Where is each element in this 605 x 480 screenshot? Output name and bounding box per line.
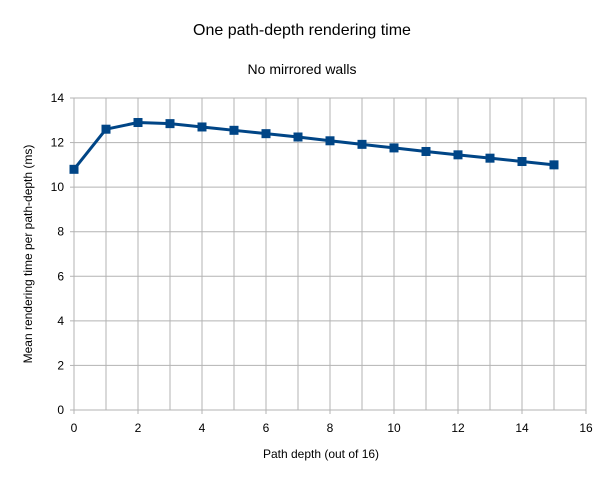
data-point-marker [293, 132, 303, 142]
x-axis-ticks: 0 2 4 6 8 10 12 14 16 [71, 410, 593, 435]
x-axis-label: Path depth (out of 16) [263, 447, 379, 461]
data-point-marker [165, 119, 175, 129]
y-tick-label: 14 [51, 91, 65, 105]
y-axis-label: Mean rendering time per path-depth (ms) [21, 145, 35, 364]
y-tick-label: 10 [51, 180, 65, 194]
data-point-marker [69, 164, 79, 174]
y-tick-label: 8 [57, 225, 64, 239]
x-tick-label: 8 [327, 421, 334, 435]
data-point-marker [325, 136, 335, 146]
chart-title: One path-depth rendering time [193, 22, 411, 39]
data-point-marker [229, 125, 239, 135]
y-tick-label: 0 [57, 403, 64, 417]
data-point-marker [357, 139, 367, 149]
data-point-marker [453, 150, 463, 160]
y-tick-label: 2 [57, 358, 64, 372]
y-tick-label: 12 [51, 136, 65, 150]
x-tick-label: 14 [515, 421, 529, 435]
x-tick-label: 10 [387, 421, 401, 435]
series-line [72, 121, 555, 171]
data-point-marker [197, 122, 207, 132]
data-point-marker [389, 143, 399, 153]
x-tick-label: 2 [135, 421, 142, 435]
x-tick-label: 0 [71, 421, 78, 435]
data-point-marker [517, 157, 527, 167]
y-tick-label: 4 [57, 314, 64, 328]
data-point-marker [485, 153, 495, 163]
data-point-marker [101, 124, 111, 134]
data-point-marker [133, 118, 143, 128]
x-tick-label: 12 [451, 421, 465, 435]
y-tick-label: 6 [57, 269, 64, 283]
data-point-marker [421, 146, 431, 156]
data-point-marker [261, 129, 271, 139]
chart-subtitle: No mirrored walls [248, 61, 357, 77]
x-tick-label: 4 [199, 421, 206, 435]
data-series [69, 118, 559, 174]
data-point-marker [549, 160, 559, 170]
x-tick-label: 6 [263, 421, 270, 435]
x-tick-label: 16 [579, 421, 593, 435]
y-axis-ticks: 0 2 4 6 8 10 12 14 [51, 91, 74, 417]
